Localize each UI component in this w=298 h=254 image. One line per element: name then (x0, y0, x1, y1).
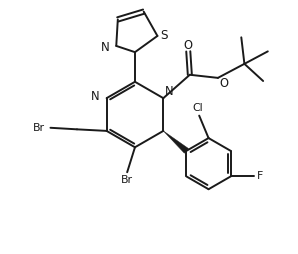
Text: O: O (184, 39, 193, 52)
Text: Br: Br (32, 123, 45, 133)
Polygon shape (163, 131, 188, 153)
Text: S: S (161, 29, 168, 42)
Text: N: N (101, 41, 109, 54)
Text: Br: Br (121, 175, 133, 185)
Text: O: O (219, 77, 228, 90)
Text: N: N (165, 85, 173, 98)
Text: F: F (257, 171, 263, 181)
Text: N: N (91, 90, 100, 103)
Text: Cl: Cl (192, 103, 203, 113)
